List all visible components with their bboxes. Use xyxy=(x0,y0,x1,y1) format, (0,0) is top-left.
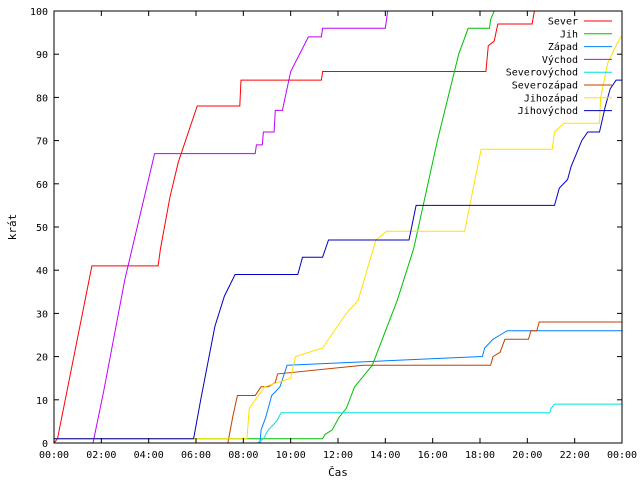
x-tick-label: 04:00 xyxy=(134,450,164,461)
x-tick-label: 18:00 xyxy=(465,450,495,461)
x-tick-label: 16:00 xyxy=(418,450,448,461)
x-tick-label: 00:00 xyxy=(39,450,69,461)
x-tick-label: 20:00 xyxy=(512,450,542,461)
x-axis-title: Čas xyxy=(328,466,348,479)
y-tick-label: 30 xyxy=(36,309,48,320)
legend-label: Jihozápad xyxy=(524,92,578,104)
y-axis: 0 10 20 30 40 50 60 70 80 90 100 xyxy=(30,7,622,450)
legend-label: Jih xyxy=(560,29,578,40)
y-tick-label: 100 xyxy=(30,7,48,18)
y-tick-label: 10 xyxy=(36,396,48,407)
x-axis: 00:00 02:00 04:00 06:00 08:00 10:00 12:00 14:00… xyxy=(39,11,637,461)
legend-label: Západ xyxy=(548,41,578,53)
series-line-2 xyxy=(54,10,622,440)
x-tick-label: 14:00 xyxy=(370,450,400,461)
y-tick-label: 70 xyxy=(36,137,48,148)
legend-label: Sever xyxy=(548,17,578,28)
y-tick-label: 40 xyxy=(36,266,48,277)
y-tick-label: 60 xyxy=(36,180,48,191)
x-tick-label: 02:00 xyxy=(86,450,116,461)
legend-label: Severozápad xyxy=(512,80,578,92)
y-tick-label: 20 xyxy=(36,353,48,364)
series-line-7 xyxy=(54,36,622,440)
x-tick-label: 10:00 xyxy=(276,450,306,461)
series-line-5 xyxy=(54,403,622,444)
y-tick-label: 80 xyxy=(36,93,48,104)
y-tick-label: 50 xyxy=(36,223,48,234)
x-tick-label: 06:00 xyxy=(181,450,211,461)
legend-label: Východ xyxy=(542,54,578,66)
y-axis-title: krát xyxy=(6,214,19,241)
series-line-3 xyxy=(54,330,622,444)
legend-label: Jihovýchod xyxy=(518,105,578,117)
series-line-8 xyxy=(54,79,622,440)
x-tick-label: 22:00 xyxy=(560,450,590,461)
series-line-1 xyxy=(53,10,622,444)
legend: SeverJihZápadVýchodSeverovýchodSeverozáp… xyxy=(506,17,612,117)
x-tick-label: 08:00 xyxy=(228,450,258,461)
series-line-4 xyxy=(54,10,622,444)
x-tick-label: 12:00 xyxy=(323,450,353,461)
series-line-6 xyxy=(54,321,622,444)
legend-label: Severovýchod xyxy=(506,67,578,79)
y-tick-label: 90 xyxy=(36,50,48,61)
y-tick-label: 0 xyxy=(42,439,48,450)
plot-lines xyxy=(53,10,622,444)
x-tick-label: 00:00 xyxy=(607,450,637,461)
